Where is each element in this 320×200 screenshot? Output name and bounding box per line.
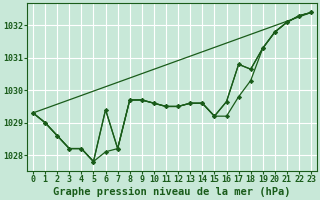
X-axis label: Graphe pression niveau de la mer (hPa): Graphe pression niveau de la mer (hPa) (53, 187, 291, 197)
